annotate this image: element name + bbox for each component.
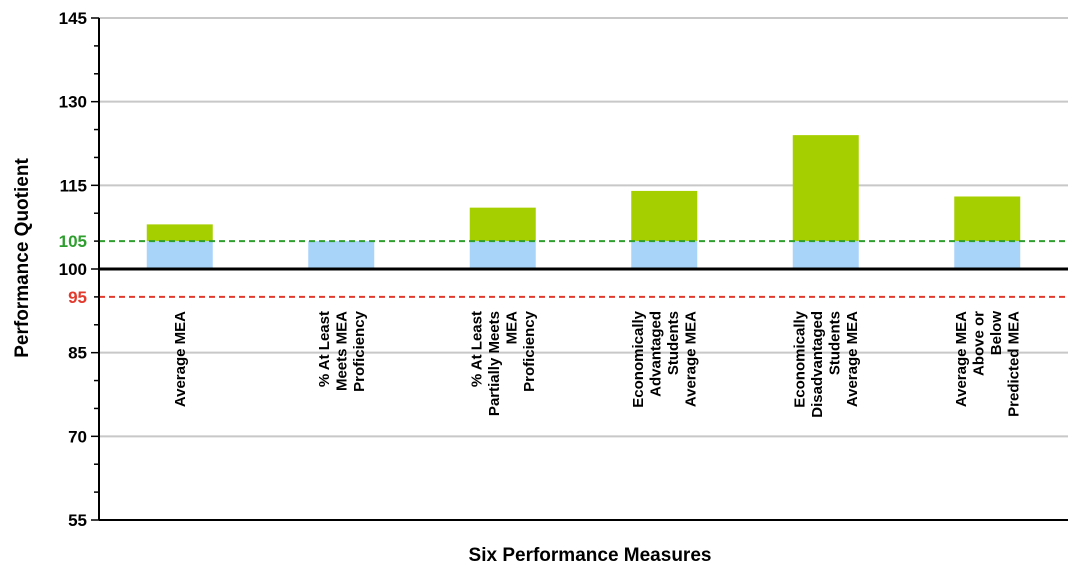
category-label: Advantaged (648, 311, 665, 397)
bar-segment-above (469, 207, 536, 242)
category-label: Above or (971, 311, 988, 376)
category-label: Economically (630, 310, 647, 407)
category-label: Average MEA (683, 311, 700, 407)
y-tick-label: 115 (60, 176, 87, 195)
bar-segment-base (146, 241, 213, 269)
category-label: Economically (792, 310, 809, 407)
bar-segment-above (146, 224, 213, 242)
reference-lines: 105 95 (59, 232, 1068, 307)
category-label: Partially Meets (486, 311, 503, 416)
y-tick-label: 85 (68, 344, 87, 363)
bar-segment-base (792, 241, 859, 269)
category-label: Students (827, 311, 844, 375)
bar-segment-above (631, 190, 698, 242)
y-tick-label: 100 (59, 260, 87, 279)
category-label: % At Least (316, 311, 333, 387)
bar-segment-base (954, 241, 1021, 269)
category-label: MEA (504, 311, 521, 345)
bar-segment-base (308, 241, 375, 269)
y-tick-label: 130 (59, 93, 87, 112)
category-label: Average MEA (844, 311, 861, 407)
category-label: Proficiency (521, 310, 538, 392)
category-label: Average MEA (172, 311, 189, 407)
bar-segment-base (631, 241, 698, 269)
y-tick-label: 55 (68, 511, 87, 530)
bar-segment-above (954, 196, 1021, 242)
bars (146, 135, 1021, 269)
category-label: Disadvantaged (809, 311, 826, 418)
category-label: Predicted MEA (1006, 311, 1023, 417)
category-label: Students (665, 311, 682, 375)
bar-segment-base (469, 241, 536, 269)
category-label: Meets MEA (333, 311, 350, 391)
axes: 55 70 85 100 115 130 145 (59, 9, 1068, 530)
grid-lines (99, 17, 1068, 438)
category-label: Below (988, 311, 1005, 356)
reference-line-label: 95 (68, 288, 87, 307)
category-labels: Average MEA% At Least Meets MEA Proficienc… (172, 310, 1023, 417)
bar-segment-above (792, 135, 859, 242)
y-tick-label: 145 (59, 9, 87, 28)
x-axis-title: Six Performance Measures (469, 545, 712, 566)
y-tick-label: 70 (68, 427, 87, 446)
category-label: % At Least (469, 311, 486, 387)
y-axis-title: Performance Quotient (12, 158, 33, 358)
category-label: Proficiency (351, 310, 368, 392)
category-label: Average MEA (953, 311, 970, 407)
reference-line-label: 105 (59, 232, 87, 251)
